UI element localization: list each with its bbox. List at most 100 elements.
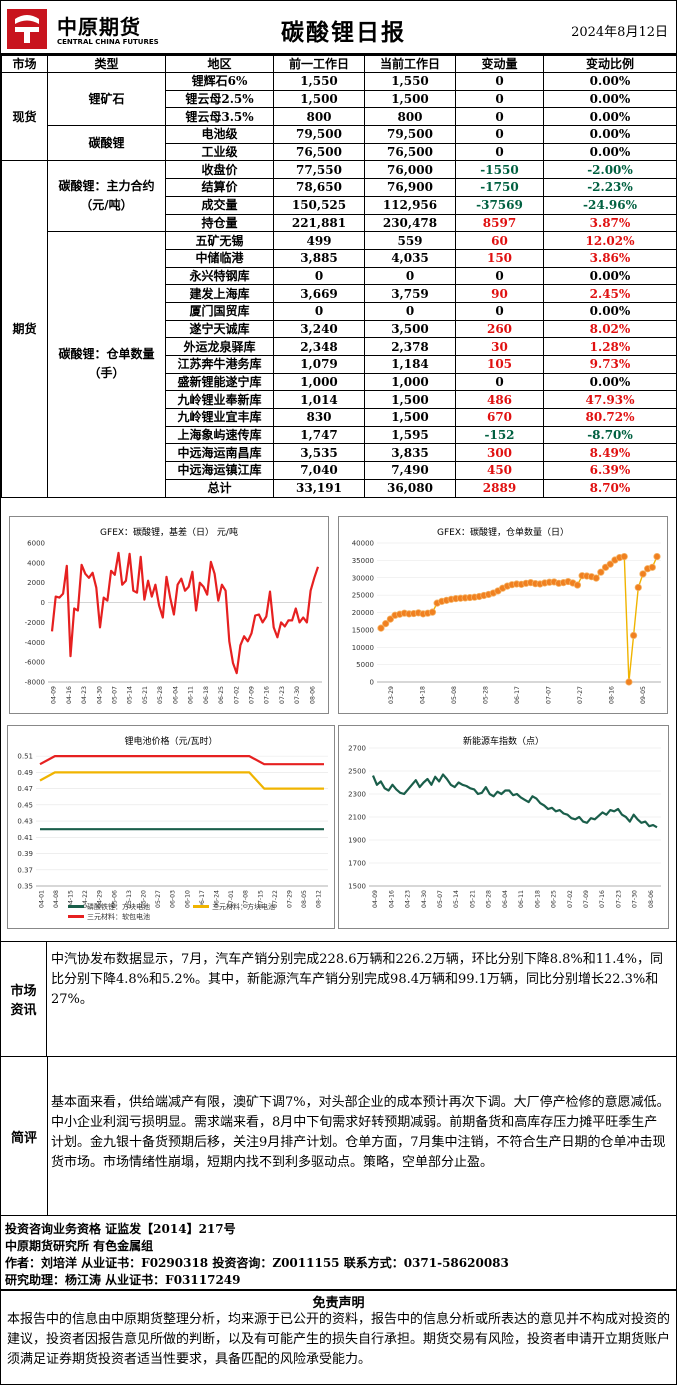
qualification-line: 投资咨询业务资格 证监发【2014】217号 bbox=[5, 1222, 236, 1236]
cell-prev: 78,650 bbox=[273, 178, 365, 197]
cell-chg: 260 bbox=[455, 319, 544, 339]
cell-chg: 0 bbox=[455, 266, 544, 286]
series-line bbox=[50, 551, 320, 674]
data-point bbox=[653, 552, 661, 560]
x-tick-label: 04-01 bbox=[38, 889, 45, 907]
y-tick-label: 6000 bbox=[27, 539, 45, 547]
column-header: 当前工作日 bbox=[364, 55, 456, 73]
series-line bbox=[39, 770, 324, 790]
table-row: 锂云母2.5% 1,500 1,500 0 0.00% bbox=[2, 89, 677, 109]
cell-pct: 2.45% bbox=[543, 284, 677, 303]
cell-name: 永兴特钢库 bbox=[165, 266, 274, 286]
cell-chg: 0 bbox=[455, 89, 544, 109]
cell-prev: 1,747 bbox=[273, 425, 365, 445]
y-tick-label: 0 bbox=[41, 599, 45, 607]
x-tick-label: 09-05 bbox=[640, 685, 647, 703]
table-row: 遂宁天诚库 3,240 3,500 260 8.02% bbox=[2, 319, 677, 339]
disclaimer-section: 免责声明 本报告中的信息由中原期货整理分析，均来源于已公开的资料，报告中的信息分… bbox=[1, 1289, 676, 1386]
cell-name: 上海象屿速传库 bbox=[165, 425, 274, 445]
x-tick-label: 05-08 bbox=[451, 685, 458, 703]
column-header: 变动比例 bbox=[543, 55, 677, 73]
x-tick-label: 08-12 bbox=[316, 889, 323, 907]
data-point bbox=[648, 563, 656, 571]
x-tick-label: 07-15 bbox=[257, 889, 264, 907]
y-tick-label: 15000 bbox=[352, 626, 374, 634]
y-tick-label: -6000 bbox=[25, 658, 45, 666]
x-tick-label: 08-06 bbox=[309, 685, 316, 703]
x-tick-label: 07-27 bbox=[577, 685, 584, 703]
column-header: 市场 bbox=[1, 55, 48, 73]
market-info-text: 中汽协发布数据显示，7月，汽车产销分别完成228.6万辆和226.2万辆，环比分… bbox=[51, 952, 664, 1007]
y-tick-label: 0.49 bbox=[17, 768, 33, 776]
x-tick-label: 06-04 bbox=[172, 685, 179, 703]
table-row: 中远海运镇江库 7,040 7,490 450 6.39% bbox=[2, 461, 677, 480]
series-line bbox=[39, 754, 324, 765]
cell-curr: 800 bbox=[364, 107, 456, 127]
cell-chg: 30 bbox=[455, 337, 544, 356]
cell-pct: 1.28% bbox=[543, 337, 677, 356]
market-spot: 现货 bbox=[1, 71, 48, 162]
x-tick-label: 07-22 bbox=[272, 889, 279, 907]
legend-label: 三元材料：软包电池 bbox=[87, 912, 150, 921]
cell-curr: 559 bbox=[364, 231, 456, 250]
x-tick-label: 07-30 bbox=[294, 685, 301, 703]
series-line bbox=[371, 772, 658, 828]
author-line: 作者：刘培洋 从业证书：F0290318 投资咨询：Z0011155 联系方式：… bbox=[5, 1256, 509, 1270]
logo-english: CENTRAL CHINA FUTURES bbox=[57, 38, 159, 46]
cell-name: 厦门国贸库 bbox=[165, 301, 274, 321]
x-tick-label: 06-17 bbox=[199, 889, 206, 907]
y-tick-label: 30000 bbox=[352, 574, 374, 582]
report-header: 中原期货 CENTRAL CHINA FUTURES 碳酸锂日报 2024年8月… bbox=[1, 1, 676, 55]
x-tick-label: 05-07 bbox=[112, 685, 119, 703]
table-row: 九岭锂业宜丰库 830 1,500 670 80.72% bbox=[2, 408, 677, 427]
data-point bbox=[597, 568, 605, 576]
cell-chg: 0 bbox=[455, 107, 544, 127]
x-tick-label: 04-16 bbox=[388, 889, 395, 907]
x-tick-label: 04-18 bbox=[419, 685, 426, 703]
cell-chg: 486 bbox=[455, 390, 544, 410]
data-point bbox=[377, 624, 385, 632]
cell-pct: 80.72% bbox=[543, 408, 677, 427]
x-tick-label: 04-30 bbox=[96, 685, 103, 703]
cell-curr: 0 bbox=[364, 301, 456, 321]
cell-prev: 830 bbox=[273, 408, 365, 427]
cell-prev: 7,040 bbox=[273, 461, 365, 480]
cell-prev: 33,191 bbox=[273, 478, 365, 498]
x-tick-label: 05-20 bbox=[141, 889, 148, 907]
cell-chg: -152 bbox=[455, 425, 544, 445]
cell-prev: 1,550 bbox=[273, 72, 365, 91]
cell-pct: 0.00% bbox=[543, 125, 677, 144]
table-header-row: 市场 类型 地区 前一工作日 当前工作日 变动量 变动比例 bbox=[1, 55, 677, 73]
cell-chg: 60 bbox=[455, 231, 544, 250]
cell-prev: 499 bbox=[273, 231, 365, 250]
x-tick-label: 07-30 bbox=[632, 889, 639, 907]
cell-curr: 1,500 bbox=[364, 89, 456, 109]
x-tick-label: 06-11 bbox=[188, 685, 195, 703]
x-tick-label: 05-21 bbox=[142, 685, 149, 703]
cell-name: 锂云母2.5% bbox=[165, 89, 274, 109]
x-tick-label: 05-27 bbox=[155, 889, 162, 907]
cell-name: 遂宁天诚库 bbox=[165, 319, 274, 339]
data-point bbox=[382, 619, 390, 627]
y-tick-label: 2000 bbox=[27, 579, 45, 587]
cell-chg: 2889 bbox=[455, 478, 544, 498]
y-tick-label: 2700 bbox=[348, 744, 366, 752]
cell-name: 中远海运南昌库 bbox=[165, 443, 274, 463]
x-tick-label: 08-05 bbox=[301, 889, 308, 907]
y-tick-label: 0.51 bbox=[17, 752, 33, 760]
chart-title: 锂电池价格（元/瓦时） bbox=[124, 736, 218, 747]
cell-pct: 12.02% bbox=[543, 231, 677, 250]
data-point bbox=[606, 560, 614, 568]
cell-prev: 3,240 bbox=[273, 319, 365, 339]
x-tick-label: 07-16 bbox=[264, 685, 271, 703]
cell-chg: 0 bbox=[455, 125, 544, 144]
cell-curr: 76,500 bbox=[364, 142, 456, 162]
x-tick-label: 06-18 bbox=[203, 685, 210, 703]
cell-curr: 3,759 bbox=[364, 284, 456, 303]
cell-chg: 300 bbox=[455, 443, 544, 463]
x-tick-label: 07-09 bbox=[249, 685, 256, 703]
assistant-line: 研究助理：杨江涛 从业证书：F03117249 bbox=[5, 1273, 241, 1287]
x-tick-label: 05-28 bbox=[486, 889, 493, 907]
table-row: 碳酸锂 电池级 79,500 79,500 0 0.00% bbox=[2, 125, 677, 162]
type-carbonate: 碳酸锂 bbox=[47, 125, 166, 162]
